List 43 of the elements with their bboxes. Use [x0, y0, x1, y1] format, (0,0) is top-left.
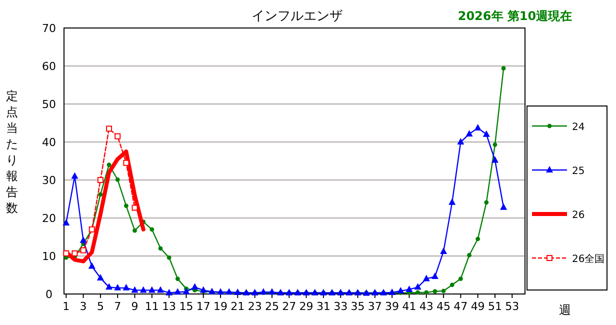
- x-tick-label: 27: [282, 300, 296, 313]
- chart-title: インフルエンザ: [252, 9, 342, 24]
- x-tick-label: 53: [505, 300, 520, 313]
- x-tick-label: 19: [214, 300, 228, 313]
- x-tick-label: 47: [454, 300, 468, 313]
- x-tick-label: 35: [350, 300, 365, 313]
- x-tick-label: 29: [299, 300, 314, 313]
- x-tick-label: 13: [162, 300, 176, 313]
- x-tick-label: 9: [131, 300, 138, 313]
- legend-label: 26全国: [572, 253, 605, 265]
- x-tick-label: 45: [436, 300, 451, 313]
- x-tick-label: 7: [114, 300, 122, 313]
- x-tick-label: 11: [144, 300, 159, 313]
- x-tick-label: 1: [62, 300, 70, 313]
- x-tick-label: 31: [316, 300, 330, 313]
- x-tick-label: 41: [402, 300, 416, 313]
- x-tick-label: 21: [230, 300, 245, 313]
- x-axis-title: 週: [559, 303, 571, 317]
- chart-subtitle: 2026年 第10週現在: [458, 9, 572, 23]
- x-tick-label: 43: [419, 300, 434, 313]
- x-tick-label: 15: [179, 300, 194, 313]
- x-tick-label: 17: [196, 300, 210, 313]
- x-tick-label: 39: [385, 300, 400, 313]
- y-tick-label: 50: [42, 98, 56, 111]
- y-tick-label: 20: [42, 212, 56, 225]
- y-tick-label: 0: [46, 288, 52, 301]
- x-tick-label: 33: [334, 300, 348, 313]
- x-tick-label: 49: [470, 300, 485, 313]
- legend-label: 24: [572, 122, 585, 133]
- x-tick-label: 51: [488, 300, 502, 313]
- x-tick-label: 3: [80, 300, 87, 313]
- y-tick-label: 40: [42, 136, 56, 149]
- y-tick-label: 70: [42, 22, 56, 35]
- y-axis-title: 定点当たり報告数: [6, 89, 18, 215]
- legend-label: 26: [572, 210, 585, 221]
- x-tick-label: 25: [264, 300, 279, 313]
- x-tick-label: 37: [368, 300, 382, 313]
- legend-label: 25: [572, 166, 585, 177]
- x-tick-label: 23: [248, 300, 262, 313]
- y-tick-label: 30: [42, 174, 56, 187]
- y-tick-label: 10: [42, 250, 56, 263]
- x-tick-label: 5: [96, 300, 104, 313]
- y-tick-label: 60: [42, 60, 56, 73]
